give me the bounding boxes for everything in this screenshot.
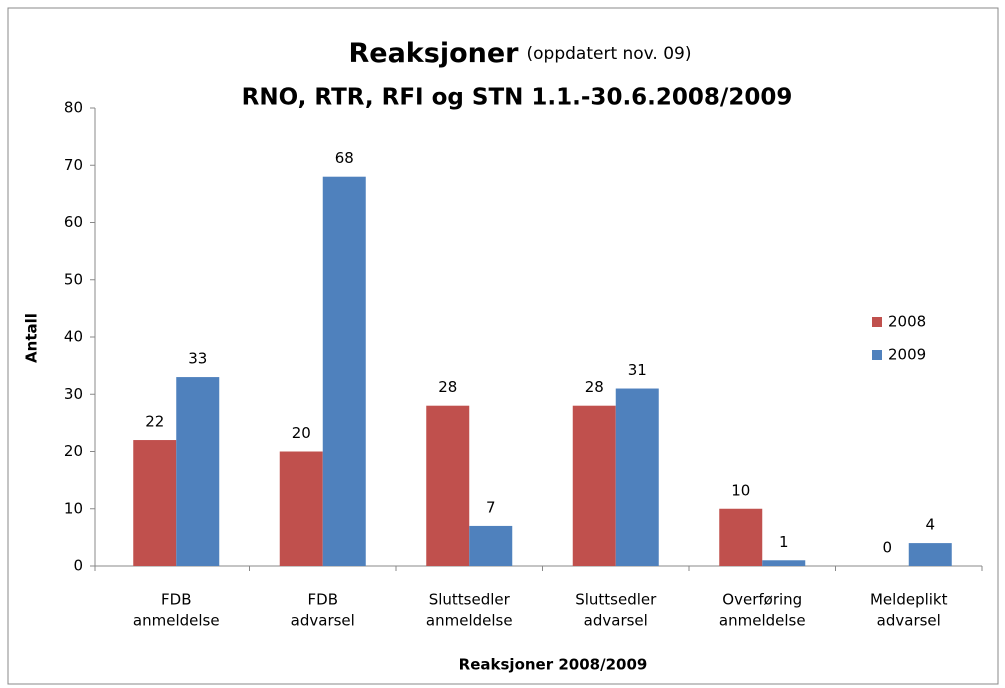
x-tick-label: Sluttsedler	[575, 591, 657, 609]
x-tick-label: FDB	[161, 591, 191, 609]
y-tick-label: 20	[64, 442, 83, 460]
legend-label: 2009	[888, 346, 926, 364]
x-tick-label: anmeldelse	[719, 612, 806, 630]
bar	[762, 560, 806, 566]
legend-swatch	[872, 350, 882, 360]
y-tick-label: 0	[73, 557, 83, 575]
chart-title-line: Reaksjoner (oppdatert nov. 09)	[348, 38, 691, 69]
data-label: 68	[335, 149, 354, 167]
x-tick-label: advarsel	[584, 612, 648, 630]
data-label: 28	[438, 378, 457, 396]
x-tick-label: Meldeplikt	[870, 591, 948, 609]
x-tick-label: anmeldelse	[426, 612, 513, 630]
data-label: 28	[585, 378, 604, 396]
data-label: 10	[731, 481, 750, 499]
y-tick-label: 70	[64, 156, 83, 174]
legend-label: 2008	[888, 313, 926, 331]
x-tick-label: Overføring	[722, 591, 802, 609]
bar	[322, 176, 366, 566]
bar	[615, 388, 659, 566]
bar	[176, 377, 220, 566]
chart-frame	[7, 7, 999, 685]
bar	[279, 451, 323, 566]
chart-title-note: (oppdatert nov. 09)	[527, 44, 692, 64]
x-tick-label: advarsel	[877, 612, 941, 630]
y-tick-label: 10	[64, 499, 83, 517]
data-label: 0	[882, 539, 892, 557]
x-tick-label: anmeldelse	[133, 612, 220, 630]
data-label: 33	[188, 350, 207, 368]
x-tick-label: FDB	[308, 591, 338, 609]
legend-swatch	[872, 317, 882, 327]
data-label: 20	[292, 424, 311, 442]
data-label: 4	[925, 516, 935, 534]
x-tick-label: Sluttsedler	[429, 591, 511, 609]
y-tick-label: 30	[64, 385, 83, 403]
y-tick-label: 80	[64, 99, 83, 117]
bar	[469, 525, 513, 566]
y-tick-label: 40	[64, 328, 83, 346]
bar	[426, 405, 470, 566]
y-axis-label: Antall	[23, 313, 41, 363]
x-axis-label: Reaksjoner 2008/2009	[459, 656, 648, 674]
bar	[133, 440, 177, 566]
bar	[572, 405, 616, 566]
data-label: 31	[628, 361, 647, 379]
bar	[908, 543, 952, 566]
y-tick-label: 50	[64, 270, 83, 288]
x-tick-label: advarsel	[291, 612, 355, 630]
chart-subtitle: RNO, RTR, RFI og STN 1.1.-30.6.2008/2009	[242, 85, 793, 111]
data-label: 22	[145, 413, 164, 431]
y-tick-label: 60	[64, 213, 83, 231]
data-label: 1	[779, 533, 789, 551]
bar	[719, 508, 763, 566]
data-label: 7	[486, 498, 496, 516]
chart-title: Reaksjoner	[348, 38, 519, 69]
